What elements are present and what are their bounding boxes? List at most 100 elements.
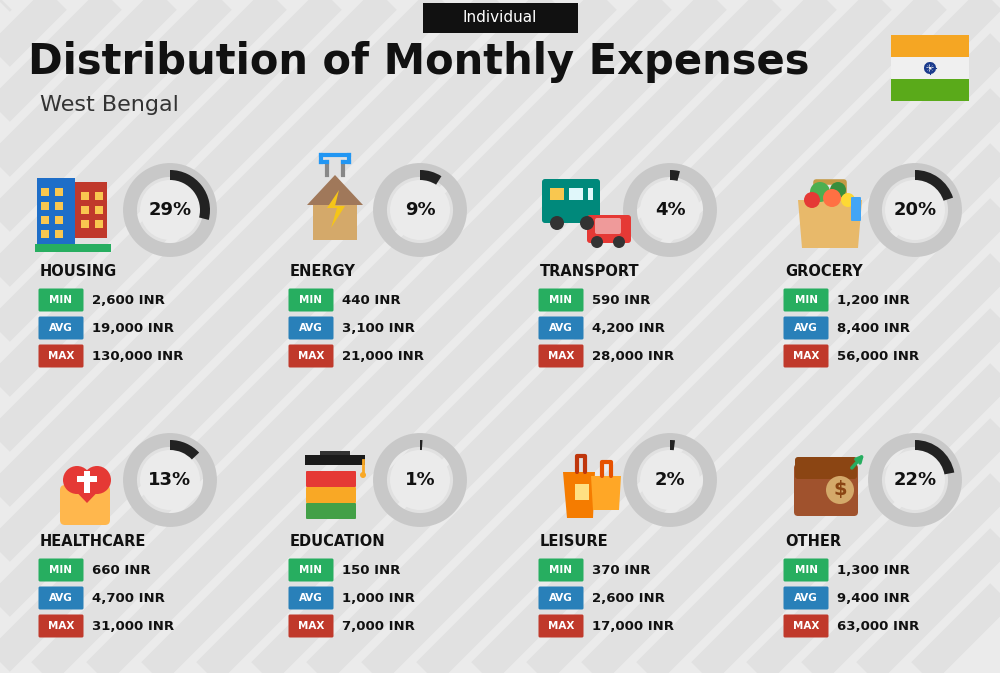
Circle shape: [841, 193, 855, 207]
FancyBboxPatch shape: [784, 316, 828, 339]
Text: AVG: AVG: [49, 593, 73, 603]
FancyBboxPatch shape: [81, 192, 89, 200]
FancyBboxPatch shape: [55, 230, 63, 238]
Circle shape: [360, 472, 366, 478]
FancyBboxPatch shape: [538, 345, 584, 367]
FancyBboxPatch shape: [288, 289, 334, 312]
Circle shape: [580, 216, 594, 230]
Text: 590 INR: 590 INR: [592, 293, 650, 306]
Text: MIN: MIN: [300, 565, 322, 575]
Wedge shape: [670, 440, 675, 450]
Circle shape: [924, 62, 936, 74]
FancyBboxPatch shape: [95, 192, 103, 200]
Circle shape: [826, 476, 854, 504]
FancyBboxPatch shape: [41, 216, 49, 224]
Wedge shape: [420, 170, 441, 184]
Text: 29%: 29%: [148, 201, 192, 219]
FancyBboxPatch shape: [41, 188, 49, 196]
Text: MIN: MIN: [550, 295, 572, 305]
Text: 7,000 INR: 7,000 INR: [342, 620, 415, 633]
Circle shape: [823, 189, 841, 207]
FancyBboxPatch shape: [75, 182, 107, 238]
FancyBboxPatch shape: [288, 614, 334, 637]
FancyBboxPatch shape: [320, 451, 350, 465]
FancyBboxPatch shape: [538, 586, 584, 610]
Circle shape: [926, 65, 934, 71]
FancyBboxPatch shape: [891, 57, 969, 79]
Text: LEISURE: LEISURE: [540, 534, 609, 549]
Circle shape: [83, 466, 111, 494]
Text: 2%: 2%: [655, 471, 685, 489]
Text: 8,400 INR: 8,400 INR: [837, 322, 910, 334]
FancyBboxPatch shape: [588, 188, 593, 200]
Polygon shape: [305, 455, 365, 465]
FancyBboxPatch shape: [306, 471, 356, 487]
FancyBboxPatch shape: [542, 179, 600, 223]
Text: AVG: AVG: [299, 593, 323, 603]
Text: MAX: MAX: [793, 621, 819, 631]
FancyBboxPatch shape: [60, 485, 110, 525]
Circle shape: [591, 236, 603, 248]
Text: 1,300 INR: 1,300 INR: [837, 563, 910, 577]
Text: ENERGY: ENERGY: [290, 264, 356, 279]
Text: AVG: AVG: [549, 323, 573, 333]
FancyBboxPatch shape: [575, 484, 589, 500]
Circle shape: [140, 180, 200, 240]
Circle shape: [804, 192, 820, 208]
Text: 3,100 INR: 3,100 INR: [342, 322, 415, 334]
FancyBboxPatch shape: [55, 188, 63, 196]
FancyBboxPatch shape: [288, 345, 334, 367]
Text: MIN: MIN: [550, 565, 572, 575]
Text: MAX: MAX: [548, 351, 574, 361]
Text: 9,400 INR: 9,400 INR: [837, 592, 910, 604]
Text: EDUCATION: EDUCATION: [290, 534, 386, 549]
Polygon shape: [307, 175, 363, 205]
Polygon shape: [327, 190, 345, 228]
Text: AVG: AVG: [549, 593, 573, 603]
Circle shape: [140, 450, 200, 510]
FancyBboxPatch shape: [81, 206, 89, 214]
FancyBboxPatch shape: [306, 503, 356, 519]
Text: 13%: 13%: [148, 471, 192, 489]
FancyBboxPatch shape: [538, 316, 584, 339]
Text: AVG: AVG: [299, 323, 323, 333]
FancyBboxPatch shape: [288, 559, 334, 581]
Text: 1,200 INR: 1,200 INR: [837, 293, 910, 306]
Text: 28,000 INR: 28,000 INR: [592, 349, 674, 363]
FancyBboxPatch shape: [538, 614, 584, 637]
Wedge shape: [670, 170, 680, 181]
FancyBboxPatch shape: [41, 202, 49, 210]
Text: Distribution of Monthly Expenses: Distribution of Monthly Expenses: [28, 41, 810, 83]
Polygon shape: [313, 185, 357, 240]
FancyBboxPatch shape: [55, 202, 63, 210]
Text: 63,000 INR: 63,000 INR: [837, 620, 919, 633]
Text: 4,700 INR: 4,700 INR: [92, 592, 165, 604]
Circle shape: [63, 466, 91, 494]
Wedge shape: [420, 440, 423, 450]
Text: AVG: AVG: [794, 593, 818, 603]
FancyBboxPatch shape: [38, 559, 84, 581]
Text: 1,000 INR: 1,000 INR: [342, 592, 415, 604]
Circle shape: [390, 450, 450, 510]
Text: MAX: MAX: [48, 621, 74, 631]
FancyBboxPatch shape: [569, 188, 583, 200]
FancyBboxPatch shape: [38, 316, 84, 339]
FancyBboxPatch shape: [784, 289, 828, 312]
FancyBboxPatch shape: [55, 216, 63, 224]
FancyBboxPatch shape: [95, 206, 103, 214]
Text: 370 INR: 370 INR: [592, 563, 650, 577]
FancyBboxPatch shape: [794, 464, 858, 516]
FancyBboxPatch shape: [81, 220, 89, 228]
Text: $: $: [833, 481, 847, 499]
FancyBboxPatch shape: [795, 457, 857, 479]
Text: 17,000 INR: 17,000 INR: [592, 620, 674, 633]
Circle shape: [613, 236, 625, 248]
Text: Individual: Individual: [463, 11, 537, 26]
FancyBboxPatch shape: [84, 471, 90, 493]
Text: TRANSPORT: TRANSPORT: [540, 264, 640, 279]
Text: 22%: 22%: [893, 471, 937, 489]
Text: HOUSING: HOUSING: [40, 264, 117, 279]
FancyBboxPatch shape: [37, 178, 75, 248]
Circle shape: [810, 182, 830, 202]
FancyBboxPatch shape: [288, 316, 334, 339]
